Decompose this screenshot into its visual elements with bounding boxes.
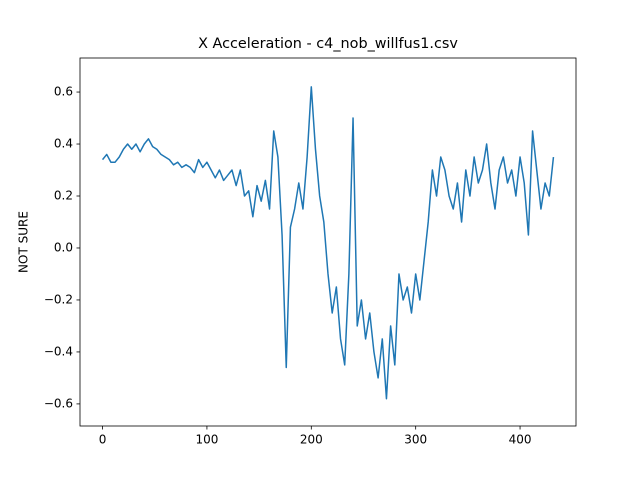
x-tick-label: 200 xyxy=(300,433,323,447)
plot-frame xyxy=(79,57,577,427)
y-tick-label: −0.6 xyxy=(44,396,73,410)
y-tick-label: −0.2 xyxy=(44,292,73,306)
x-tick-label: 400 xyxy=(509,433,532,447)
x-tick-label: 0 xyxy=(99,433,107,447)
chart-title: X Acceleration - c4_nob_willfus1.csv xyxy=(198,36,458,52)
y-tick-label: −0.4 xyxy=(44,344,73,358)
y-tick-label: 0.4 xyxy=(54,137,73,151)
y-axis-label: NOT SURE xyxy=(17,211,31,273)
y-tick-label: 0.0 xyxy=(54,240,73,254)
x-tick-label: 300 xyxy=(404,433,427,447)
data-line xyxy=(101,86,555,400)
y-tick-label: 0.2 xyxy=(54,189,73,203)
x-tick-label: 100 xyxy=(195,433,218,447)
y-tick-label: 0.6 xyxy=(54,85,73,99)
